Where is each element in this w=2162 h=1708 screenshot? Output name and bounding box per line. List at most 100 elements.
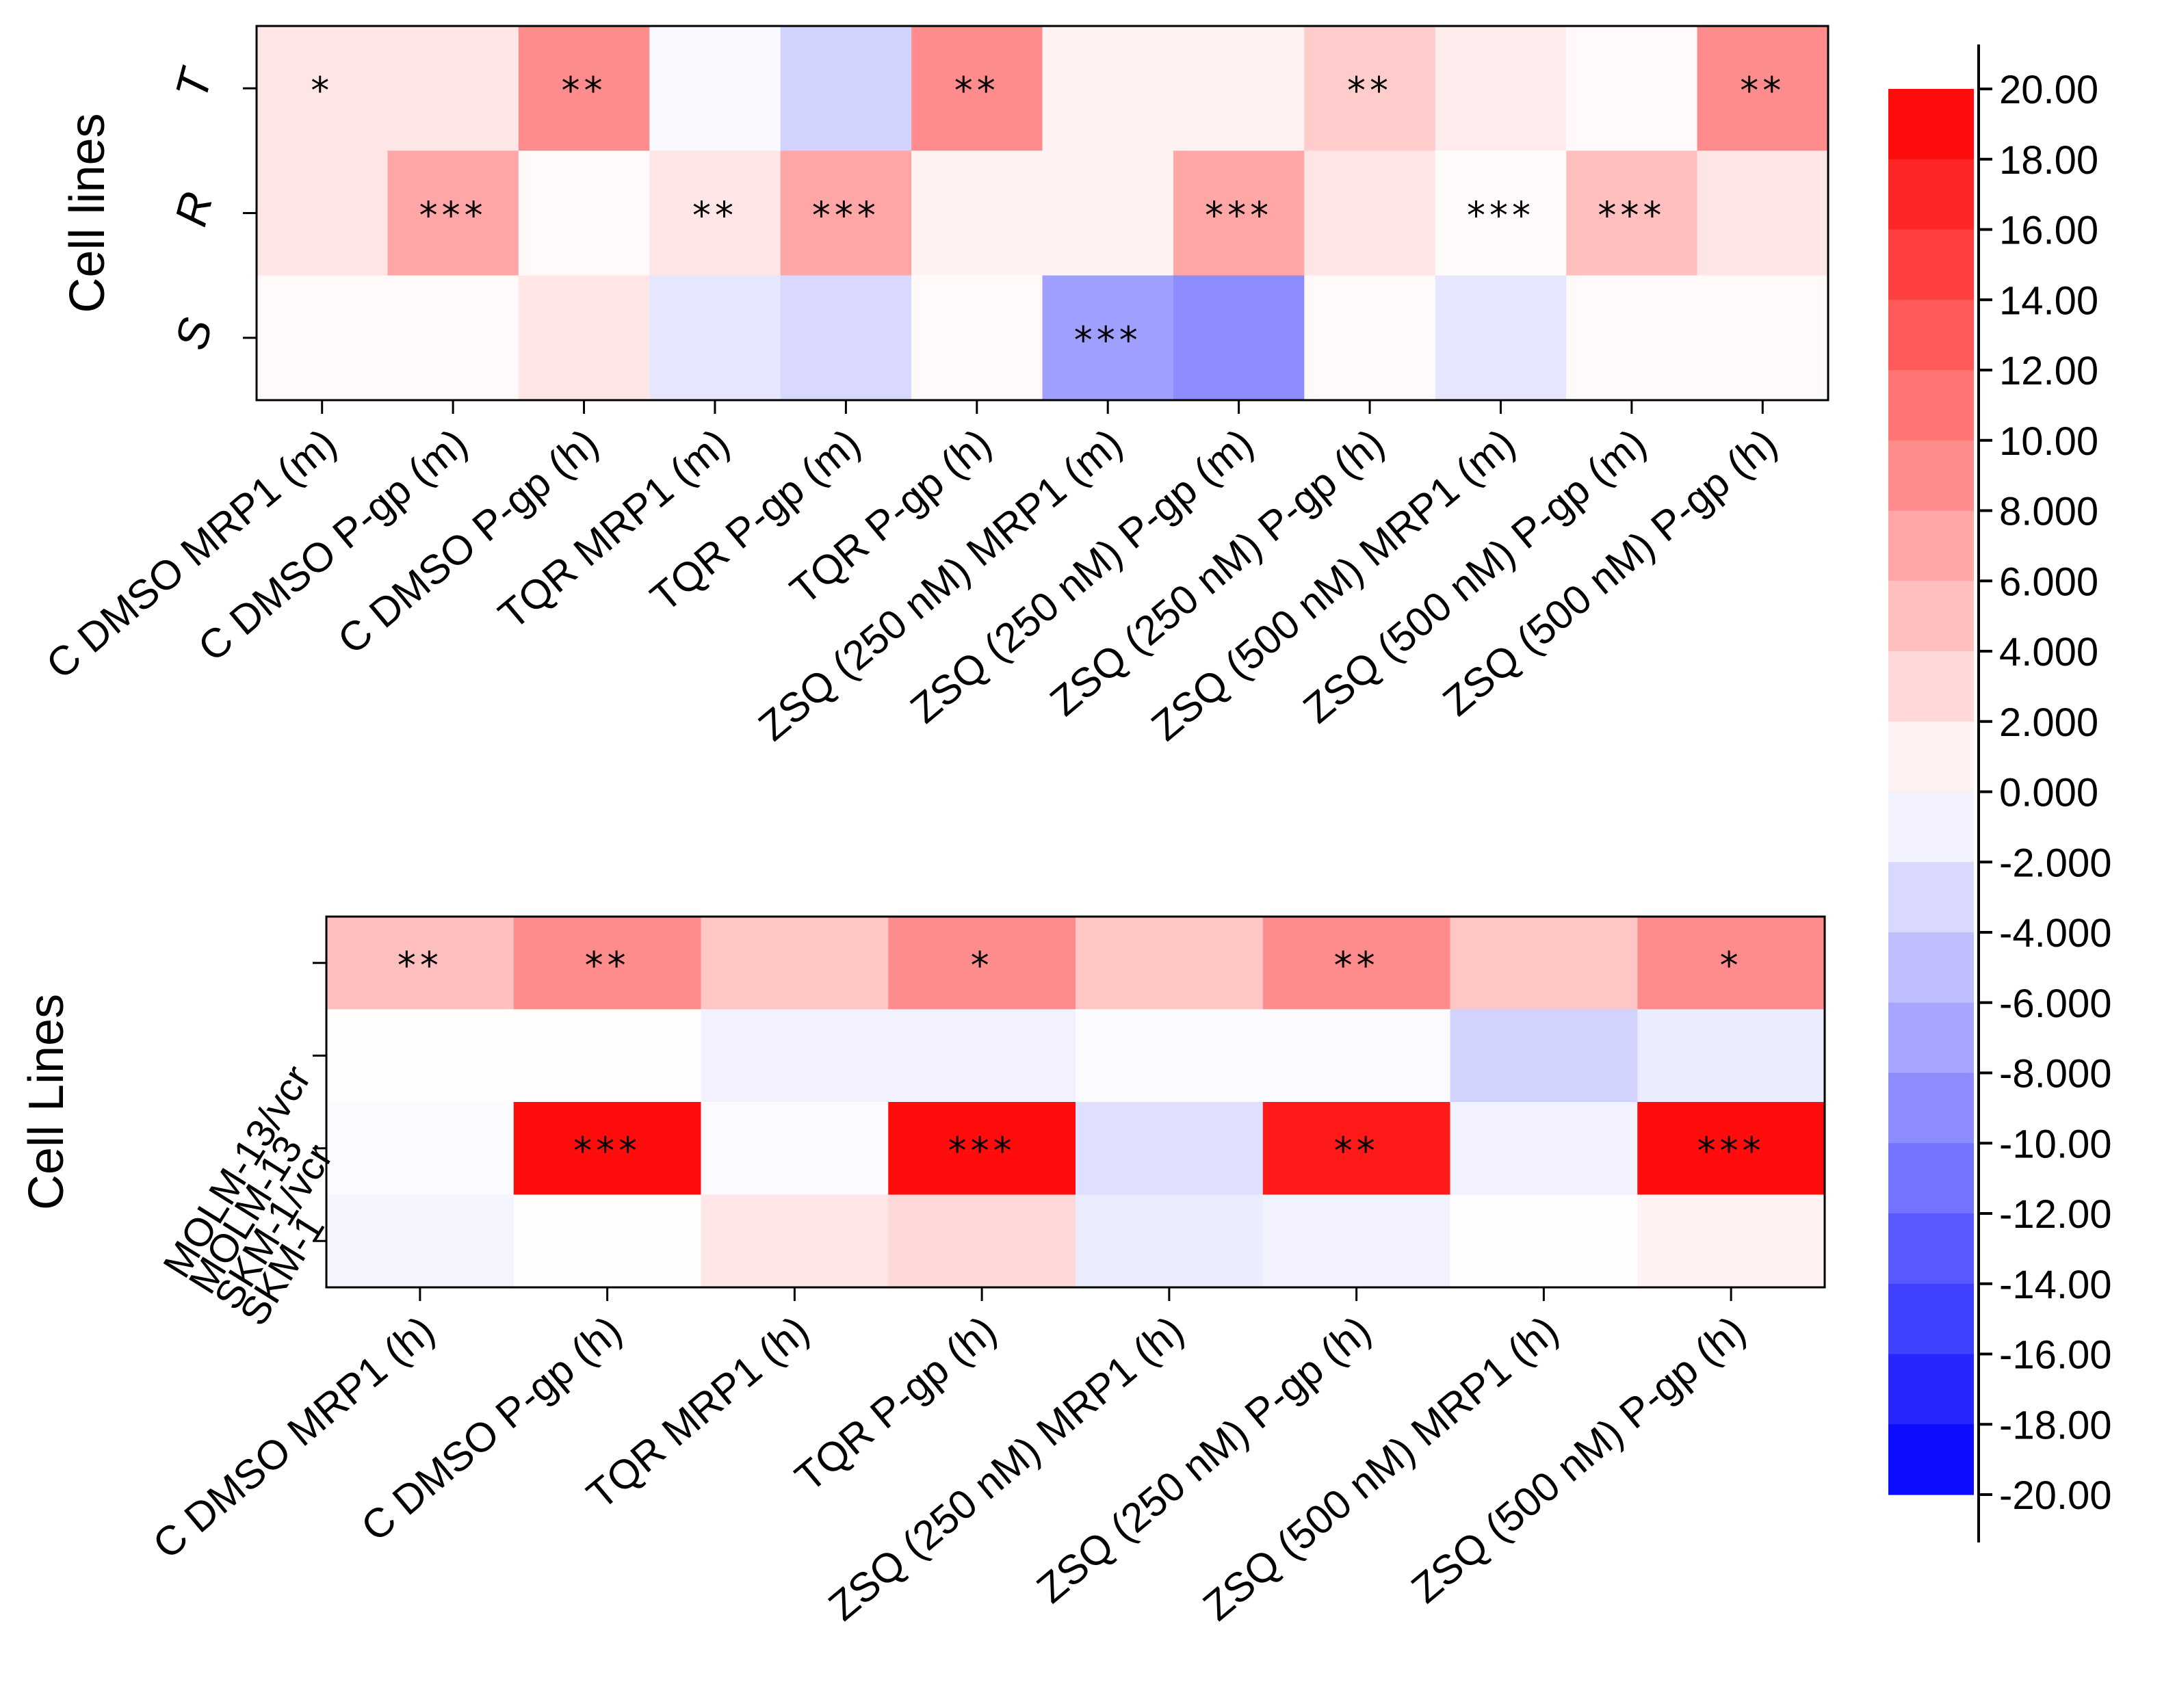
colorbar-label: 6.000	[1999, 560, 2098, 604]
cell-skm-1-6	[1262, 1194, 1450, 1288]
colorbar-segment	[1888, 1002, 1974, 1074]
colorbar-segment	[1888, 1143, 1974, 1214]
cell-molm-13-7	[1450, 1009, 1638, 1103]
cell-t-2	[387, 26, 519, 151]
cell-molm-13-3	[701, 1009, 889, 1103]
cell-skm-1-4	[888, 1194, 1076, 1288]
cell-s-11	[1566, 275, 1698, 401]
cell-skm-1-2	[513, 1194, 701, 1288]
colorbar-label: -12.00	[1999, 1192, 2111, 1237]
cell-skm-1-8	[1637, 1194, 1825, 1288]
significance-label: **	[585, 944, 630, 987]
cell-molm-13-vcr-7	[1450, 917, 1638, 1010]
cell-r-11	[1566, 150, 1698, 276]
colorbar-segment	[1888, 370, 1974, 441]
cell-molm-13-6	[1262, 1009, 1450, 1103]
cell-t-10	[1435, 26, 1567, 151]
colorbar-label: -20.00	[1999, 1473, 2111, 1518]
cell-t-12	[1697, 26, 1829, 151]
colorbar-label: 10.00	[1999, 419, 2098, 464]
cell-skm-1-vcr-8	[1637, 1102, 1825, 1195]
colorbar-label: 20.00	[1999, 68, 2098, 112]
significance-label: ***	[573, 1129, 641, 1172]
colorbar-segment	[1888, 1073, 1974, 1144]
significance-label: ***	[1074, 319, 1142, 362]
column-label-7: ZSQ (500 nM) MRP1 (h)	[1195, 1307, 1567, 1629]
cell-skm-1-5	[1076, 1194, 1264, 1288]
significance-label: ***	[1467, 194, 1535, 237]
significance-label: **	[562, 69, 607, 112]
cell-molm-13-vcr-5	[1076, 917, 1264, 1010]
significance-label: **	[1740, 69, 1785, 112]
colorbar-label: -2.000	[1999, 841, 2111, 885]
cell-s-6	[911, 275, 1043, 401]
colorbar-segment	[1888, 89, 1974, 160]
significance-label: ***	[419, 194, 487, 237]
colorbar-label: 0.000	[1999, 771, 2098, 815]
significance-label: ***	[948, 1129, 1016, 1172]
heatmap-bottom: ** ** * ** **** *** ** ***MOLM-13/vcrMOLM-13SKM…	[19, 915, 1826, 1629]
colorbar-segment	[1888, 932, 1974, 1003]
cell-r-7	[1042, 150, 1174, 276]
colorbar-segment	[1888, 1283, 1974, 1355]
cell-molm-13-vcr-6	[1262, 917, 1450, 1010]
cell-s-2	[387, 275, 519, 401]
cell-molm-13-8	[1637, 1009, 1825, 1103]
column-label-4: TQR MRP1 (m)	[490, 420, 738, 638]
cell-molm-13-vcr-8	[1637, 917, 1825, 1010]
colorbar-label: -16.00	[1999, 1333, 2111, 1378]
cell-skm-1-vcr-2	[513, 1102, 701, 1195]
cell-skm-1-vcr-6	[1262, 1102, 1450, 1195]
cell-t-1	[257, 26, 388, 151]
cell-molm-13-vcr-4	[888, 917, 1076, 1010]
row-label-t: T	[166, 62, 222, 105]
colorbar-label: 12.00	[1999, 349, 2098, 393]
colorbar-segment	[1888, 1424, 1974, 1495]
cell-t-6	[911, 26, 1043, 151]
column-label-5: ZSQ (250 nM) MRP1 (h)	[820, 1307, 1193, 1629]
column-label-8: ZSQ (500 nM) P-gp (h)	[1403, 1307, 1754, 1612]
significance-label: **	[954, 69, 1000, 112]
colorbar-segment	[1888, 721, 1974, 793]
colorbar-label: 18.00	[1999, 138, 2098, 183]
cell-molm-13-4	[888, 1009, 1076, 1103]
cell-r-1	[257, 150, 388, 276]
significance-label: ***	[1598, 194, 1665, 237]
colorbar-segment	[1888, 300, 1974, 371]
significance-label: **	[1347, 69, 1392, 112]
cell-r-4	[649, 150, 781, 276]
cell-skm-1-vcr-5	[1076, 1102, 1264, 1195]
significance-label: ***	[1697, 1129, 1765, 1172]
cell-r-6	[911, 150, 1043, 276]
cell-skm-1-3	[701, 1194, 889, 1288]
colorbar-label: 8.000	[1999, 490, 2098, 534]
cell-molm-13-1	[326, 1009, 515, 1103]
colorbar-label: 16.00	[1999, 209, 2098, 253]
cell-t-9	[1304, 26, 1436, 151]
cell-skm-1-vcr-1	[326, 1102, 515, 1195]
cell-skm-1-1	[326, 1194, 515, 1288]
cell-skm-1-7	[1450, 1194, 1638, 1288]
cell-r-10	[1435, 150, 1567, 276]
colorbar-segment	[1888, 862, 1974, 933]
cell-s-8	[1173, 275, 1305, 401]
colorbar: 20.00 18.00 16.00 14.00 12.00 10.00 8.000 6.000…	[1888, 44, 2111, 1542]
cell-molm-13-5	[1076, 1009, 1264, 1103]
colorbar-label: -6.000	[1999, 982, 2111, 1026]
cell-molm-13-vcr-3	[701, 917, 889, 1010]
significance-label: **	[1334, 944, 1379, 987]
cell-s-7	[1042, 275, 1174, 401]
cell-s-9	[1304, 275, 1436, 401]
cell-molm-13-vcr-1	[326, 917, 515, 1010]
colorbar-segment	[1888, 651, 1974, 722]
cell-s-10	[1435, 275, 1567, 401]
significance-label: ***	[812, 194, 880, 237]
row-label-s: S	[165, 313, 222, 355]
colorbar-label: 14.00	[1999, 278, 2098, 323]
cell-t-8	[1173, 26, 1305, 151]
cell-t-4	[649, 26, 781, 151]
significance-label: **	[398, 944, 443, 987]
y-axis-title: Cell Lines	[19, 994, 74, 1210]
colorbar-segment	[1888, 440, 1974, 512]
